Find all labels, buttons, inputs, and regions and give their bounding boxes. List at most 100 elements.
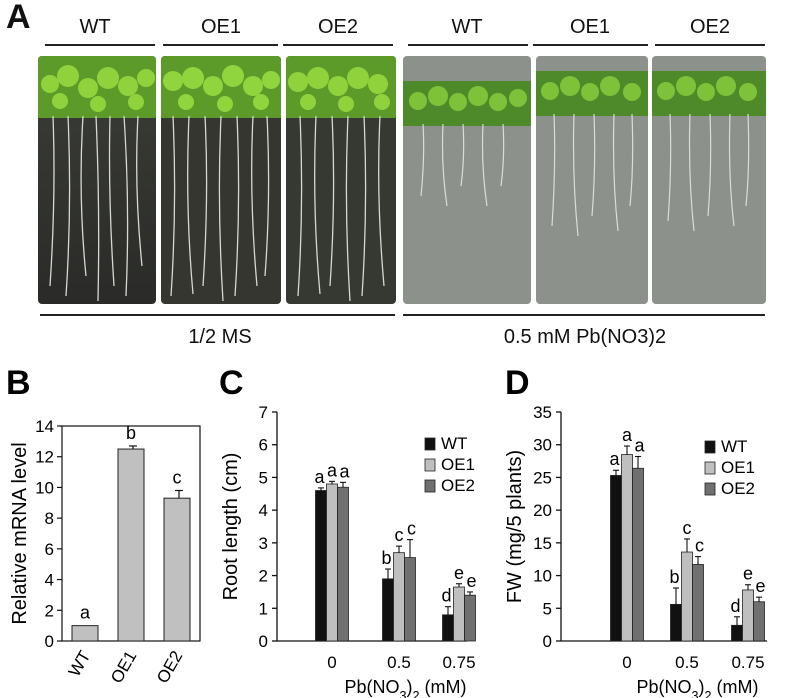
x-tick-label: 0.5 bbox=[387, 653, 411, 672]
significance-letter: a bbox=[80, 603, 91, 623]
bar-wt bbox=[610, 475, 622, 642]
bar bbox=[117, 448, 145, 642]
y-axis-label: Root length (cm) bbox=[220, 453, 242, 601]
genotype-label-oe2-pb: OE2 bbox=[689, 16, 731, 38]
seedling-photo-oe2-pb bbox=[652, 56, 766, 304]
bar-oe1 bbox=[621, 454, 633, 642]
bar-oe1 bbox=[393, 552, 405, 642]
significance-letter: c bbox=[695, 536, 704, 556]
x-tick-label: 0 bbox=[622, 653, 631, 672]
bar-oe2 bbox=[404, 557, 416, 642]
seedling-photo-wt-control bbox=[38, 56, 156, 304]
genotype-label-wt-control: WT bbox=[79, 16, 111, 38]
genotype-rule bbox=[163, 44, 278, 46]
y-tick-label: 8 bbox=[45, 509, 54, 528]
legend-swatch-wt bbox=[424, 437, 436, 451]
y-tick-label: 0 bbox=[45, 632, 54, 651]
y-axis-label: FW (mg/5 plants) bbox=[505, 450, 526, 603]
bar-wt bbox=[442, 614, 454, 642]
legend-label-oe2: OE2 bbox=[721, 479, 755, 498]
seedling-photo-oe1-pb bbox=[536, 56, 648, 304]
y-tick-label: 4 bbox=[45, 571, 54, 590]
significance-letter: a bbox=[609, 449, 620, 469]
seedling-photo-wt-pb bbox=[403, 56, 531, 304]
bar-wt bbox=[670, 603, 682, 642]
seedling-photo-oe1-control bbox=[161, 56, 281, 304]
y-tick-label: 10 bbox=[533, 567, 552, 586]
genotype-label-wt-pb: WT bbox=[451, 16, 483, 38]
significance-letter: b bbox=[669, 567, 679, 587]
y-tick-label: 20 bbox=[533, 501, 552, 520]
y-axis-label: Relative mRNA level bbox=[9, 442, 31, 624]
bar-wt bbox=[315, 490, 327, 642]
bar-oe1 bbox=[326, 483, 338, 642]
y-tick-label: 2 bbox=[45, 601, 54, 620]
genotype-rule bbox=[283, 44, 393, 46]
condition-rule-control bbox=[40, 314, 395, 316]
y-tick-label: 1 bbox=[259, 599, 268, 618]
x-tick-label: 0 bbox=[327, 653, 336, 672]
y-tick-label: 15 bbox=[533, 534, 552, 553]
bar-oe2 bbox=[337, 486, 349, 642]
legend-swatch-oe1 bbox=[424, 458, 436, 472]
y-tick-label: 35 bbox=[533, 403, 552, 422]
significance-letter: a bbox=[314, 467, 325, 487]
y-tick-label: 4 bbox=[259, 501, 268, 520]
y-tick-label: 5 bbox=[543, 599, 552, 618]
condition-rule-pb bbox=[403, 314, 765, 316]
x-axis-label: Pb(NO3)2 (mM) bbox=[636, 677, 758, 698]
significance-letter: e bbox=[454, 563, 464, 583]
significance-letter: c bbox=[683, 518, 692, 538]
x-tick-label: 0.75 bbox=[442, 653, 475, 672]
y-tick-label: 14 bbox=[35, 417, 54, 436]
condition-label-pb: 0.5 mM Pb(NO3)2 bbox=[503, 326, 667, 348]
x-tick-label: 0.75 bbox=[731, 653, 764, 672]
x-tick-label: WT bbox=[65, 648, 95, 680]
significance-letter: a bbox=[622, 425, 633, 445]
significance-letter: e bbox=[466, 571, 476, 591]
legend-label-oe1: OE1 bbox=[721, 458, 755, 477]
y-tick-label: 0 bbox=[543, 632, 552, 651]
significance-letter: a bbox=[327, 460, 338, 480]
genotype-rule bbox=[408, 44, 528, 46]
legend-label-oe1: OE1 bbox=[441, 455, 475, 474]
genotype-rule bbox=[45, 44, 155, 46]
legend-label-wt: WT bbox=[441, 434, 467, 453]
bar-oe2 bbox=[632, 467, 644, 642]
y-tick-label: 30 bbox=[533, 436, 552, 455]
y-tick-label: 7 bbox=[259, 403, 268, 422]
significance-letter: a bbox=[634, 435, 645, 455]
genotype-label-oe1-pb: OE1 bbox=[569, 16, 611, 38]
legend-swatch-oe2 bbox=[424, 479, 436, 493]
genotype-label-oe1-control: OE1 bbox=[200, 16, 242, 38]
bar-oe2 bbox=[464, 594, 476, 642]
panel-letter-d: D bbox=[505, 364, 530, 402]
y-tick-label: 12 bbox=[35, 448, 54, 467]
significance-letter: e bbox=[743, 564, 753, 584]
legend-label-wt: WT bbox=[721, 437, 747, 456]
legend-swatch-wt bbox=[704, 440, 716, 454]
y-tick-label: 6 bbox=[45, 540, 54, 559]
bar bbox=[163, 497, 191, 642]
y-tick-label: 0 bbox=[259, 632, 268, 651]
bar-oe2 bbox=[753, 601, 765, 642]
genotype-label-oe2-control: OE2 bbox=[317, 16, 359, 38]
seedling-photo-oe2-control bbox=[286, 56, 396, 304]
y-tick-label: 3 bbox=[259, 534, 268, 553]
y-tick-label: 5 bbox=[259, 468, 268, 487]
bar-oe1 bbox=[742, 589, 754, 642]
chart-c: C 0 1 2 3 4 5 6 7 Root length (cm) a a a 0 bc c 0.5 de e 0.… bbox=[219, 364, 477, 698]
condition-label-control: 1/2 MS bbox=[188, 326, 252, 348]
bar-wt bbox=[382, 578, 394, 642]
significance-letter: d bbox=[730, 596, 740, 616]
significance-letter: d bbox=[441, 586, 451, 606]
legend-label-oe2: OE2 bbox=[441, 476, 475, 495]
y-tick-label: 10 bbox=[35, 478, 54, 497]
bar-oe1 bbox=[681, 551, 693, 642]
genotype-rule bbox=[655, 44, 765, 46]
panel-letter-b: B bbox=[6, 364, 31, 402]
x-tick-label: OE2 bbox=[153, 648, 186, 687]
y-tick-label: 6 bbox=[259, 436, 268, 455]
x-tick-label: OE1 bbox=[107, 648, 140, 687]
